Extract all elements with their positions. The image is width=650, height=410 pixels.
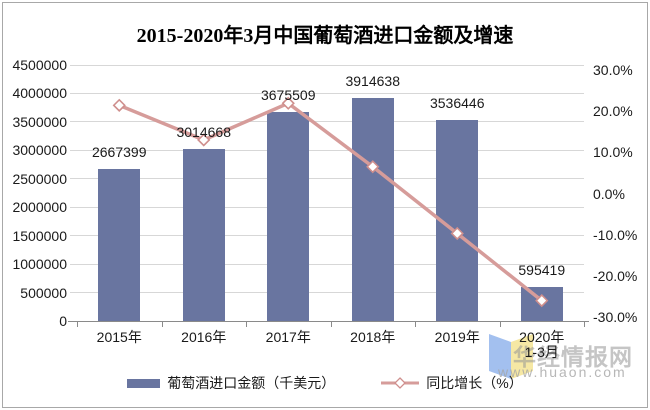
x-axis-tick [161, 322, 163, 327]
x-axis-category-sublabel: 1-3月 [524, 344, 559, 360]
bar-value-label: 3536446 [429, 94, 485, 111]
x-axis-tick [330, 322, 332, 327]
x-axis-tick [246, 322, 247, 327]
chart-title: 2015-2020年3月中国葡萄酒进口金额及增速 [136, 25, 514, 47]
legend: 葡萄酒进口金额（千美元） 同比增长（%） [0, 373, 650, 393]
legend-label-line-series: 同比增长（%） [426, 375, 523, 391]
left-axis-tick-label: 2000000 [12, 199, 67, 216]
legend-item-bar-series: 葡萄酒进口金额（千美元） [127, 373, 335, 393]
x-axis-category-label: 2020年 [519, 329, 565, 345]
watermark-site-url: www.huaon.com [498, 364, 627, 380]
gridline [70, 92, 584, 94]
line-series-swatch [381, 377, 420, 389]
x-axis-tick [499, 322, 501, 327]
open-book-icon [489, 334, 533, 379]
left-axis-tick-label: 4500000 [12, 57, 67, 73]
left-axis-tick-label: 1500000 [12, 227, 67, 244]
x-axis-tick [415, 322, 416, 327]
right-axis-tick-label: 30.0% [593, 61, 633, 78]
legend-label-bar-series: 葡萄酒进口金额（千美元） [167, 375, 336, 391]
left-axis-tick-label: 2500000 [12, 170, 67, 187]
right-axis-tick-label: -20.0% [593, 267, 638, 284]
x-axis-category-label: 2015年 [96, 329, 142, 345]
left-axis-tick-label: 4000000 [12, 85, 67, 102]
x-axis-category-label: 2017年 [265, 329, 311, 345]
right-axis-tick-label: 0.0% [593, 185, 625, 202]
left-axis-tick-label: 3000000 [12, 142, 67, 159]
gridline [70, 64, 584, 66]
x-axis-category-label: 2016年 [181, 329, 227, 345]
x-axis-tick [584, 322, 585, 327]
bar-value-label: 3014668 [176, 124, 231, 141]
x-axis-category-label: 2018年 [350, 329, 396, 345]
left-axis-tick-label: 500000 [20, 284, 67, 301]
left-axis-tick-label: 1000000 [12, 256, 67, 273]
left-axis-tick-label: 3500000 [12, 113, 67, 130]
left-axis-tick-label: 0 [59, 313, 67, 329]
legend-item-line-series: 同比增长（%） [381, 373, 523, 393]
x-axis-category-label: 2019年 [434, 329, 480, 345]
right-axis-tick-label: -30.0% [593, 309, 638, 326]
x-axis-line [68, 321, 589, 322]
right-axis-tick-label: -10.0% [593, 226, 638, 243]
x-axis-tick [77, 322, 78, 327]
right-axis-tick-label: 20.0% [593, 103, 633, 120]
bar-value-label: 2667399 [91, 144, 147, 161]
bar-value-label: 3675509 [260, 86, 316, 103]
watermark-site-name: 华经情报网 [513, 344, 633, 370]
bar-value-label: 3914638 [345, 73, 400, 90]
right-axis-tick-label: 10.0% [593, 144, 633, 161]
bar-value-label: 595419 [518, 262, 566, 279]
bar-series-swatch [127, 378, 161, 388]
